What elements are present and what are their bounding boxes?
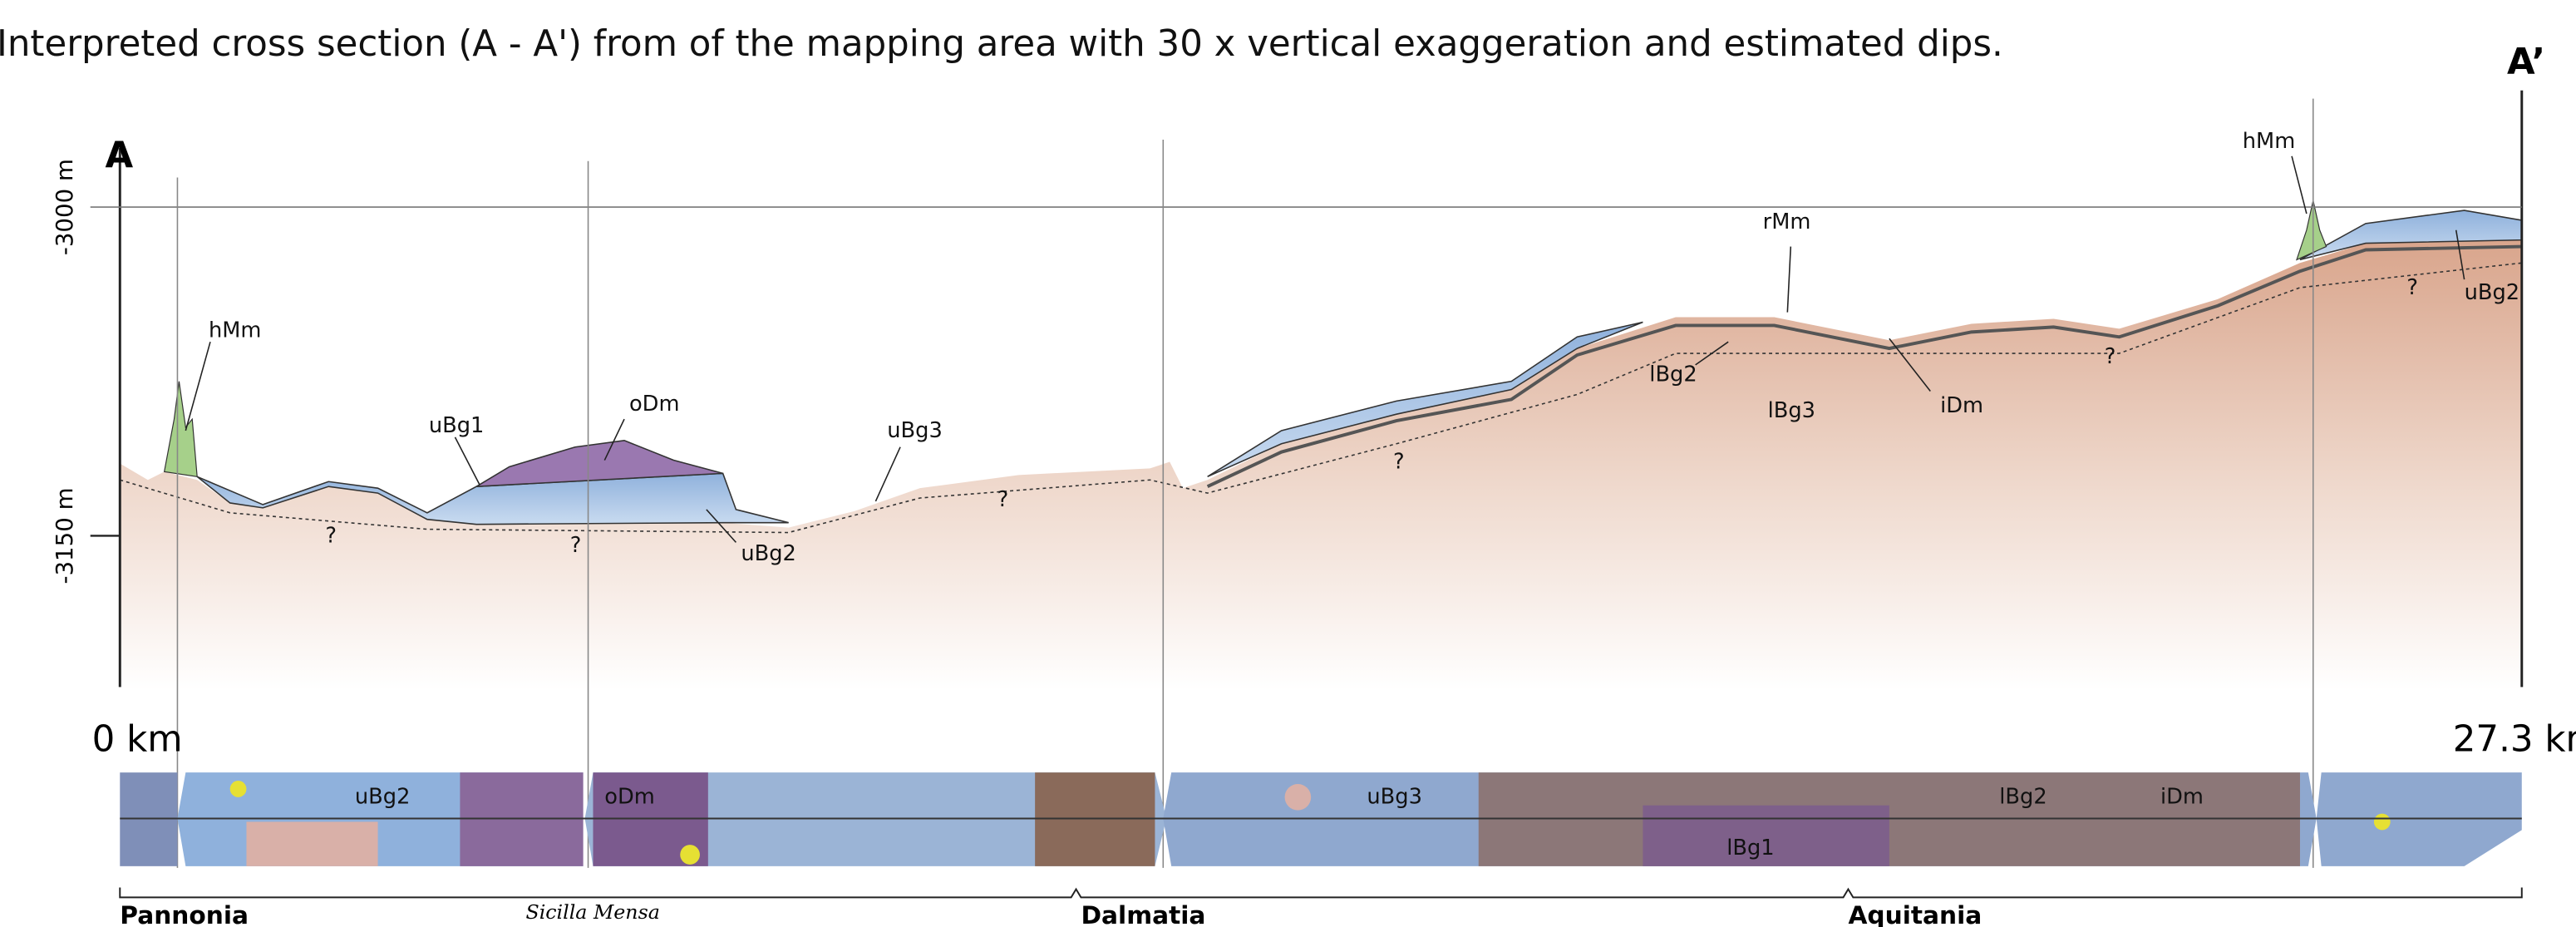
unit-label: uBg2 [2465, 280, 2520, 305]
unit-label: ? [997, 487, 1009, 512]
map-unit-label: uBg2 [355, 785, 411, 810]
unit-label: rMm [1763, 210, 1811, 234]
distance-label: 0 km [92, 718, 183, 760]
unit-label: ? [2406, 275, 2418, 300]
unit-label: lBg2 [1649, 362, 1697, 387]
map-unit-label: oDm [604, 785, 655, 810]
unit-label: ? [2105, 344, 2116, 369]
unit-label: oDm [629, 392, 680, 417]
map-unit-label: lBg1 [1726, 836, 1774, 860]
region-label: Sicilla Mensa [525, 900, 659, 924]
map-unit-label: lBg2 [1999, 785, 2047, 810]
map-unit-label: uBg3 [1367, 785, 1422, 810]
depth-label: -3000 m [51, 159, 78, 255]
region-braces [120, 888, 2522, 898]
depth-label: -3150 m [51, 487, 78, 584]
cross-section-figure: Interpreted cross section (A - A') from … [0, 0, 2576, 927]
section-end: A [105, 136, 133, 177]
unit-label: ? [1393, 449, 1405, 474]
unit-label: iDm [1940, 393, 1983, 418]
region-label: Aquitania [1848, 900, 1982, 927]
unit-label: uBg3 [887, 418, 943, 443]
distance-label: 27.3 km [2453, 718, 2576, 760]
region-label: Dalmatia [1081, 900, 1205, 927]
title: Interpreted cross section (A - A') from … [0, 23, 2003, 65]
unit-label: uBg2 [741, 541, 796, 566]
unit-label: hMm [2243, 129, 2295, 154]
unit-label: ? [570, 533, 582, 558]
section-end: A’ [2507, 42, 2545, 83]
region-label: Pannonia [120, 900, 249, 927]
unit-label: uBg1 [429, 413, 485, 438]
map-unit-label: iDm [2160, 785, 2204, 810]
unit-label: hMm [209, 318, 261, 343]
basement-fill [120, 240, 2522, 691]
unit-label: lBg3 [1768, 398, 1815, 423]
unit-label: ? [325, 523, 337, 548]
green-peak [165, 382, 198, 477]
